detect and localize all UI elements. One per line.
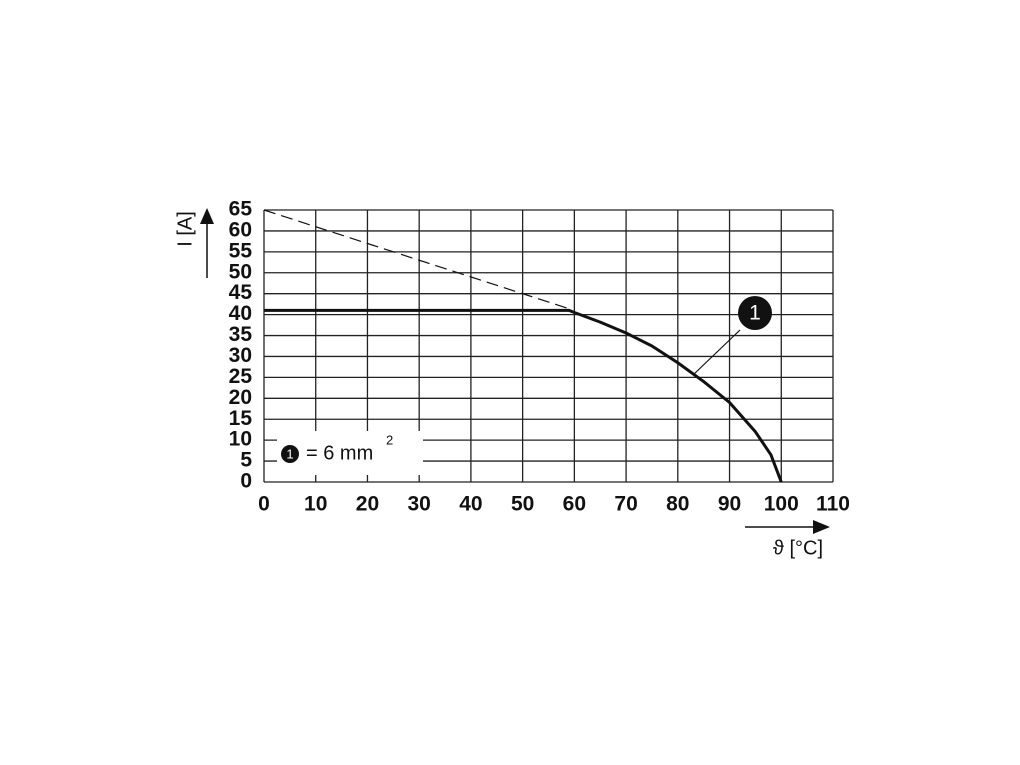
leader-line [692, 329, 741, 376]
callout-label: 1 [749, 302, 761, 325]
axis-arrows [200, 208, 830, 534]
y-tick-label: 10 [229, 428, 252, 451]
y-tick-label: 35 [229, 323, 253, 346]
derating-line [264, 308, 783, 483]
legend-marker-label: 1 [286, 446, 293, 461]
y-tick-label: 60 [229, 218, 252, 241]
y-tick-label: 25 [229, 365, 253, 388]
x-tick-label: 60 [563, 493, 586, 516]
y-tick-label: 45 [229, 281, 253, 304]
y-tick-label: 55 [229, 239, 253, 262]
x-tick-label: 90 [718, 493, 741, 516]
y-tick-label: 65 [229, 198, 253, 221]
callout-circle [738, 296, 772, 330]
x-axis-label: ϑ [°C] [773, 537, 823, 559]
x-tick-label: 70 [614, 493, 637, 516]
y-tick-label: 20 [229, 386, 252, 409]
x-tick-label: 80 [666, 493, 689, 516]
y-axis-label: I [A] [174, 211, 196, 247]
x-tick-label: 10 [304, 493, 327, 516]
x-tick-label: 100 [764, 493, 799, 516]
legend-text: = 6 mm [306, 442, 373, 464]
y-tick-label: 5 [240, 449, 252, 472]
x-tick-label: 30 [408, 493, 431, 516]
x-tick-label: 40 [459, 493, 482, 516]
legend-marker [281, 445, 299, 463]
x-tick-label: 110 [816, 493, 850, 516]
y-tick-label: 0 [240, 470, 252, 493]
y-tick-label: 30 [229, 344, 252, 367]
y-tick-label: 40 [229, 302, 252, 325]
x-tick-label: 0 [258, 493, 270, 516]
legend-box [277, 431, 423, 475]
x-tick-label: 50 [511, 493, 534, 516]
x-tick-label: 20 [356, 493, 379, 516]
y-tick-label: 15 [229, 407, 253, 430]
legend-superscript: 2 [386, 432, 393, 447]
y-tick-label: 50 [229, 260, 252, 283]
